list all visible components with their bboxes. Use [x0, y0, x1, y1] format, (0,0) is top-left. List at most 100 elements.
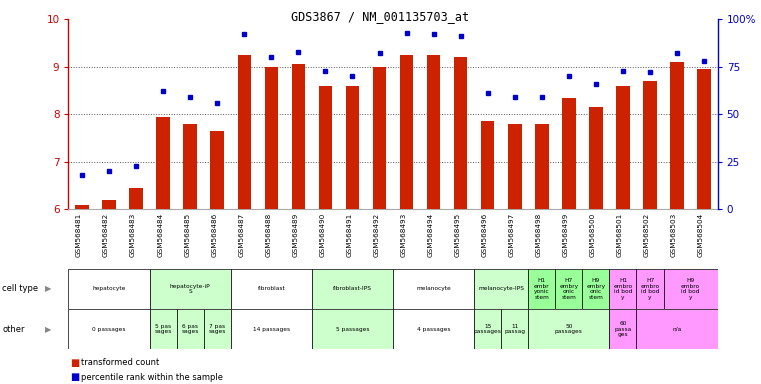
Text: 5 passages: 5 passages — [336, 327, 369, 332]
Text: GSM568491: GSM568491 — [346, 212, 352, 257]
Bar — [312, 269, 393, 309]
Text: ■: ■ — [70, 372, 79, 382]
Bar — [562, 98, 575, 209]
Text: melanocyte: melanocyte — [416, 286, 451, 291]
Text: GSM568500: GSM568500 — [590, 212, 596, 257]
Text: GSM568501: GSM568501 — [617, 212, 623, 257]
Text: hepatocyte: hepatocyte — [92, 286, 126, 291]
Text: 4 passages: 4 passages — [417, 327, 451, 332]
Text: GSM568494: GSM568494 — [428, 212, 434, 257]
Bar — [636, 309, 718, 349]
Text: GSM568485: GSM568485 — [184, 212, 190, 257]
Bar — [610, 269, 636, 309]
Text: GSM568490: GSM568490 — [320, 212, 326, 257]
Text: GSM568498: GSM568498 — [536, 212, 542, 257]
Bar — [102, 200, 116, 209]
Text: percentile rank within the sample: percentile rank within the sample — [81, 372, 224, 382]
Bar — [373, 67, 387, 209]
Text: H7
embry
onic
stem: H7 embry onic stem — [559, 278, 578, 300]
Text: H1
embro
id bod
y: H1 embro id bod y — [613, 278, 632, 300]
Text: fibroblast-IPS: fibroblast-IPS — [333, 286, 372, 291]
Text: 6 pas
sages: 6 pas sages — [182, 324, 199, 334]
Text: GSM568493: GSM568493 — [400, 212, 406, 257]
Text: other: other — [2, 325, 25, 334]
Text: GSM568488: GSM568488 — [266, 212, 272, 257]
Text: 15
passages: 15 passages — [474, 324, 501, 334]
Text: GSM568492: GSM568492 — [374, 212, 380, 257]
Bar — [265, 67, 278, 209]
Text: 50
passages: 50 passages — [555, 324, 583, 334]
Bar — [636, 269, 664, 309]
Text: GSM568486: GSM568486 — [212, 212, 217, 257]
Bar — [474, 309, 501, 349]
Text: 7 pas
sages: 7 pas sages — [209, 324, 226, 334]
Text: GSM568482: GSM568482 — [103, 212, 109, 257]
Text: GSM568495: GSM568495 — [454, 212, 460, 257]
Text: hepatocyte-iP
S: hepatocyte-iP S — [170, 284, 211, 294]
Bar — [508, 124, 521, 209]
Bar — [670, 62, 684, 209]
Text: GSM568481: GSM568481 — [76, 212, 82, 257]
Text: H9
embry
onic
stem: H9 embry onic stem — [586, 278, 606, 300]
Text: GSM568484: GSM568484 — [158, 212, 163, 257]
Bar — [616, 86, 629, 209]
Text: GSM568483: GSM568483 — [130, 212, 136, 257]
Bar — [211, 131, 224, 209]
Text: ▶: ▶ — [45, 325, 51, 334]
Bar — [75, 205, 89, 209]
Text: GSM568504: GSM568504 — [698, 212, 704, 257]
Text: ■: ■ — [70, 358, 79, 368]
Bar — [643, 81, 657, 209]
Text: GSM568496: GSM568496 — [482, 212, 488, 257]
Bar — [177, 309, 204, 349]
Bar — [231, 269, 312, 309]
Text: 11
passag: 11 passag — [505, 324, 525, 334]
Bar — [454, 57, 467, 209]
Text: GSM568497: GSM568497 — [509, 212, 514, 257]
Bar — [68, 309, 150, 349]
Bar — [204, 309, 231, 349]
Text: melanocyte-IPS: melanocyte-IPS — [478, 286, 524, 291]
Bar — [528, 269, 556, 309]
Bar — [237, 55, 251, 209]
Bar — [610, 309, 636, 349]
Text: transformed count: transformed count — [81, 358, 160, 367]
Text: 60
passa
ges: 60 passa ges — [614, 321, 632, 337]
Text: 0 passages: 0 passages — [92, 327, 126, 332]
Bar — [474, 269, 528, 309]
Text: n/a: n/a — [673, 327, 682, 332]
Bar — [129, 188, 143, 209]
Bar — [697, 69, 711, 209]
Bar — [345, 86, 359, 209]
Text: H7
embro
id bod
y: H7 embro id bod y — [641, 278, 660, 300]
Text: GSM568499: GSM568499 — [563, 212, 569, 257]
Bar — [528, 309, 610, 349]
Bar — [150, 269, 231, 309]
Bar — [393, 269, 474, 309]
Bar — [582, 269, 610, 309]
Text: cell type: cell type — [2, 285, 38, 293]
Text: 14 passages: 14 passages — [253, 327, 290, 332]
Bar — [183, 124, 197, 209]
Bar — [556, 269, 582, 309]
Bar — [68, 269, 150, 309]
Bar — [427, 55, 441, 209]
Text: fibroblast: fibroblast — [257, 286, 285, 291]
Bar — [400, 55, 413, 209]
Text: GDS3867 / NM_001135703_at: GDS3867 / NM_001135703_at — [291, 10, 470, 23]
Bar — [231, 309, 312, 349]
Bar — [535, 124, 549, 209]
Text: GSM568489: GSM568489 — [292, 212, 298, 257]
Text: 5 pas
sages: 5 pas sages — [154, 324, 172, 334]
Bar — [157, 117, 170, 209]
Text: H9
embro
id bod
y: H9 embro id bod y — [681, 278, 700, 300]
Text: GSM568487: GSM568487 — [238, 212, 244, 257]
Bar — [291, 65, 305, 209]
Bar — [589, 107, 603, 209]
Text: GSM568503: GSM568503 — [671, 212, 677, 257]
Bar — [664, 269, 718, 309]
Bar — [481, 121, 495, 209]
Text: ▶: ▶ — [45, 285, 51, 293]
Bar — [150, 309, 177, 349]
Bar — [393, 309, 474, 349]
